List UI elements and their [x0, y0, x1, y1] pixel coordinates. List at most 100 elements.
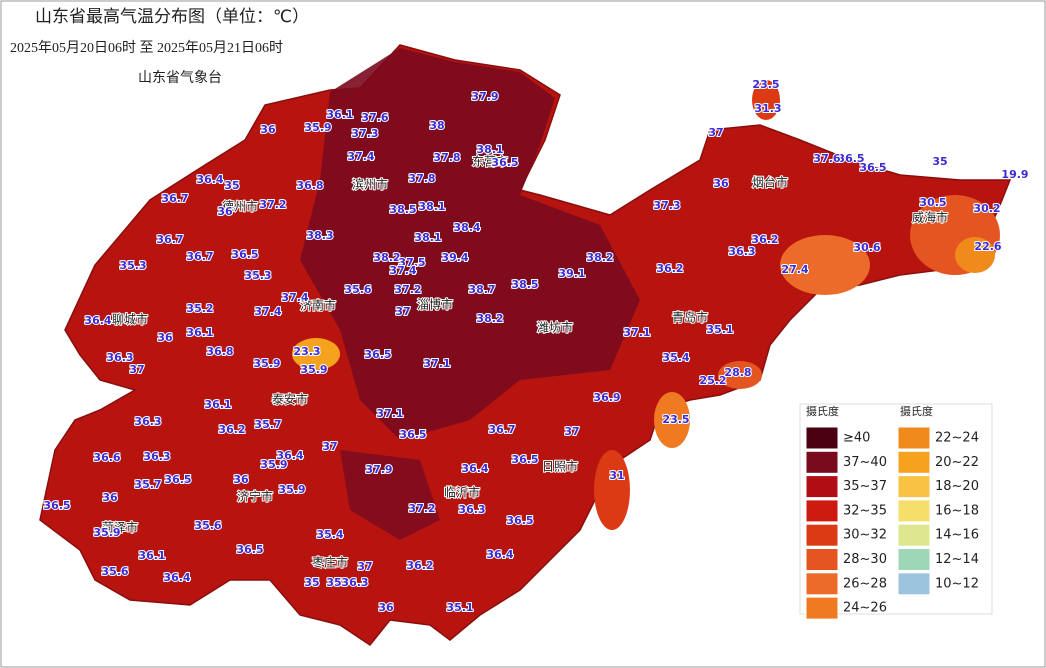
- map-title: 山东省最高气温分布图（单位：℃）: [35, 7, 309, 27]
- legend-label: 18~20: [935, 479, 979, 494]
- station-temperature: 35.3: [244, 269, 271, 282]
- station-temperature: 36.2: [218, 423, 245, 436]
- station-temperature: 36.1: [186, 326, 213, 339]
- station-temperature: 37: [322, 440, 337, 453]
- station-temperature: 37.6: [813, 152, 840, 165]
- station-temperature: 36.6: [93, 451, 120, 464]
- legend-label: 30~32: [843, 528, 887, 543]
- station-temperature: 36: [102, 491, 118, 504]
- station-temperature: 36.4: [486, 548, 513, 561]
- station-temperature: 37.6: [361, 111, 388, 124]
- station-temperature: 36.3: [106, 351, 133, 364]
- legend-title: 摄氏度: [806, 404, 839, 418]
- station-temperature: 36.5: [506, 514, 533, 527]
- station-temperature: 38.3: [306, 229, 333, 242]
- station-temperature: 38.1: [414, 231, 441, 244]
- station-temperature: 35.9: [93, 526, 120, 539]
- legend-label: 20~22: [935, 455, 979, 470]
- station-temperature: 23.5: [752, 78, 779, 91]
- station-temperature: 38.2: [476, 312, 503, 325]
- station-temperature: 36: [157, 331, 173, 344]
- station-temperature: 30.6: [853, 241, 880, 254]
- station-temperature: 35.9: [260, 458, 287, 471]
- station-temperature: 35.7: [254, 418, 281, 431]
- station-temperature: 35.4: [316, 528, 343, 541]
- station-temperature: 39.4: [441, 251, 468, 264]
- hot-zone: [340, 450, 440, 540]
- station-temperature: 38.5: [511, 278, 538, 291]
- station-temperature: 36.5: [43, 499, 70, 512]
- station-temperature: 36.4: [196, 173, 223, 186]
- hot-zone: [300, 48, 640, 440]
- legend-swatch: [805, 426, 839, 450]
- station-temperature: 35.6: [344, 283, 371, 296]
- station-temperature: 35.9: [304, 121, 331, 134]
- station-temperature: 35: [326, 576, 341, 589]
- station-temperature: 36.9: [593, 391, 620, 404]
- legend-label: 26~28: [843, 576, 887, 591]
- station-temperature: 35.6: [194, 519, 221, 532]
- station-temperature: 36.3: [728, 245, 755, 258]
- legend-swatch: [897, 523, 931, 547]
- legend-swatch: [805, 548, 839, 571]
- station-temperature: 37.1: [623, 326, 650, 339]
- station-temperature: 36.5: [231, 248, 258, 261]
- city-label: 青岛市: [672, 310, 708, 325]
- legend-label: 28~30: [843, 552, 887, 567]
- station-temperature: 36.4: [84, 314, 111, 327]
- legend-label: 35~37: [843, 479, 887, 494]
- legend-label: 24~26: [843, 601, 887, 616]
- station-temperature: 36.4: [163, 571, 190, 584]
- station-temperature: 36.7: [186, 250, 213, 263]
- station-temperature: 35.1: [706, 323, 733, 336]
- legend-swatch: [805, 596, 839, 620]
- station-temperature: 36.1: [204, 398, 231, 411]
- cool-zone: [654, 392, 690, 448]
- legend-label: 16~18: [935, 503, 979, 518]
- station-temperature: 36.5: [236, 543, 263, 556]
- station-temperature: 37.4: [347, 150, 374, 163]
- legend-swatch: [897, 548, 931, 571]
- island: [752, 80, 780, 120]
- station-temperature: 28.8: [724, 366, 751, 379]
- station-temperature: 38: [429, 119, 444, 132]
- station-temperature: 31.3: [754, 102, 781, 115]
- station-temperature: 36.3: [341, 576, 368, 589]
- city-label: 滨州市: [352, 177, 388, 192]
- station-temperature: 37.2: [408, 502, 435, 515]
- station-temperature: 36: [260, 123, 276, 136]
- station-temperature: 23.5: [662, 413, 689, 426]
- legend-swatch: [805, 450, 839, 474]
- station-temperature: 38.1: [418, 200, 445, 213]
- station-temperature: 35.9: [253, 357, 280, 370]
- city-label: 临沂市: [444, 485, 480, 500]
- city-label: 德州市: [222, 199, 258, 214]
- station-temperature: 22.6: [974, 240, 1001, 253]
- station-temperature: 30.5: [919, 196, 946, 209]
- station-temperature: 36.5: [491, 156, 518, 169]
- station-temperature: 36: [378, 601, 394, 614]
- station-temperature: 35.7: [134, 478, 161, 491]
- station-temperature: 39.1: [558, 267, 585, 280]
- cool-zone: [780, 235, 870, 295]
- city-label: 菏泽市: [102, 520, 138, 535]
- cool-zone: [292, 338, 340, 370]
- city-label: 枣庄市: [312, 555, 348, 570]
- legend-label: 37~40: [843, 455, 887, 470]
- station-temperature: 36.7: [488, 423, 515, 436]
- city-label: 聊城市: [112, 312, 148, 327]
- station-temperature: 38.1: [476, 143, 503, 156]
- station-temperature: 37: [395, 305, 410, 318]
- station-temperature: 37.1: [376, 407, 403, 420]
- city-label: 济宁市: [237, 489, 273, 504]
- station-temperature: 36.5: [837, 152, 864, 165]
- station-temperature: 31: [609, 469, 624, 482]
- station-temperature: 35: [932, 155, 947, 168]
- station-temperature: 36.5: [859, 161, 886, 174]
- legend-swatch: [897, 426, 931, 450]
- station-temperature: 35.9: [300, 363, 327, 376]
- legend-label: 12~14: [935, 552, 979, 567]
- station-temperature: 37.8: [433, 151, 460, 164]
- legend-swatch: [805, 499, 839, 523]
- station-temperature: 36: [217, 205, 233, 218]
